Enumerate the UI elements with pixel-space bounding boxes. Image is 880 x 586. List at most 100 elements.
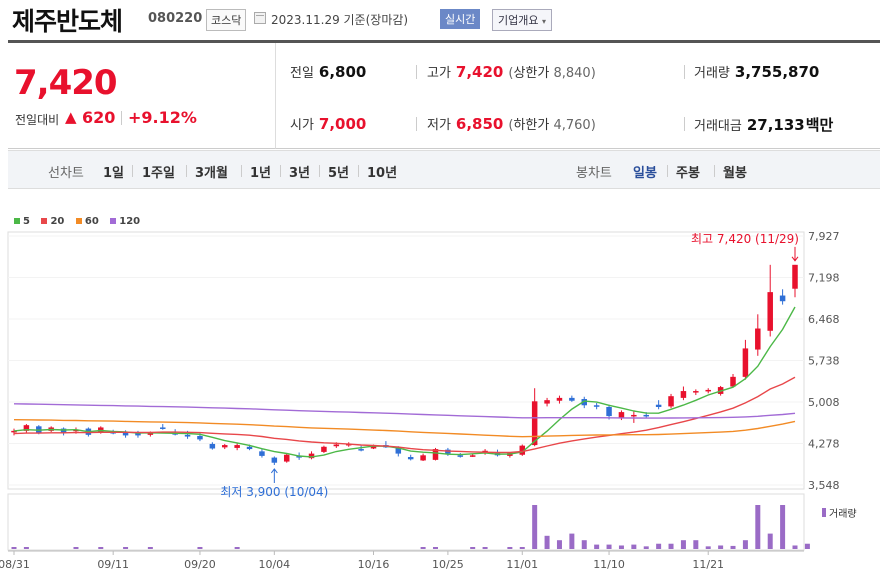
candle-body (755, 328, 761, 350)
candle-body (184, 434, 191, 437)
low-annotation: 최저 3,900 (10/04) (220, 485, 328, 499)
legend-ma5-label: 5 (23, 216, 30, 227)
y-tick-label: 5,008 (808, 396, 840, 409)
candle-body (767, 292, 773, 331)
candle-body (259, 451, 265, 456)
candle-body (234, 445, 240, 448)
stat-open-label: 시가 (290, 118, 314, 133)
volume-bar (532, 505, 538, 549)
legend-swatch (110, 218, 117, 224)
candle-body (308, 453, 315, 459)
candle-body (680, 391, 687, 398)
candle-body (655, 404, 662, 407)
period-3y-button[interactable]: 3년 (289, 166, 311, 181)
candle-body (147, 433, 154, 435)
candle-body (122, 432, 129, 436)
period-10y-button[interactable]: 10년 (367, 166, 398, 181)
volume-bar (755, 505, 761, 549)
stat-high: 고가 7,420 (상한가 8,840) (427, 63, 596, 81)
period-separator (280, 165, 281, 177)
candle-body (779, 295, 786, 302)
volume-bar (643, 546, 649, 549)
candle-body (668, 396, 674, 407)
candle-body (246, 446, 253, 450)
market-badge: 코스닥 (206, 9, 247, 31)
candle-body (544, 400, 550, 404)
legend-ma60: 60 (75, 216, 99, 227)
candle-body (618, 412, 625, 419)
x-tick-label: 08/31 (0, 558, 30, 571)
volume-bar (668, 543, 674, 549)
current-price: 7,420 (14, 63, 118, 103)
volume-bar (507, 547, 513, 549)
period-1y-button[interactable]: 1년 (250, 166, 272, 181)
candle-body (556, 397, 563, 401)
line-chart-label: 선차트 (48, 166, 84, 181)
candle-body (333, 444, 340, 447)
period-separator (132, 165, 133, 177)
legend-swatch (14, 218, 20, 224)
period-5y-button[interactable]: 5년 (328, 166, 350, 181)
candle-body (271, 457, 278, 463)
stat-open-value: 7,000 (318, 115, 367, 133)
stat-open: 시가 7,000 (290, 114, 366, 133)
candle-body (457, 455, 464, 457)
volume-bar (420, 547, 426, 549)
period-1w-button[interactable]: 1주일 (142, 166, 175, 181)
change-label: 전일대비 (15, 113, 60, 127)
change-value: 620 (82, 108, 116, 127)
volume-bar (767, 533, 773, 549)
ma120-line (13, 403, 796, 419)
volume-bar (519, 547, 525, 549)
candle-body (283, 454, 290, 462)
candle-body (358, 449, 364, 451)
volume-bar (123, 547, 129, 549)
period-1d-button[interactable]: 1일 (103, 166, 125, 181)
candle-body (569, 397, 575, 401)
candle-body (469, 455, 476, 457)
x-tick-label: 10/16 (358, 558, 390, 571)
period-separator (186, 165, 187, 177)
stat-amount-label: 거래대금 (694, 119, 742, 134)
candle-body (531, 401, 538, 446)
stat-prev-value: 6,800 (318, 63, 367, 81)
period-3m-button[interactable]: 3개월 (195, 166, 228, 181)
candle-chart-label: 봉차트 (576, 166, 612, 181)
legend-ma120-label: 120 (119, 216, 141, 227)
upper-limit-value: 8,840 (553, 66, 591, 81)
stat-divider (416, 65, 417, 79)
volume-bar (556, 540, 562, 549)
volume-bar (705, 546, 711, 549)
volume-bar (11, 547, 17, 549)
candle-body (643, 414, 649, 417)
change-percent: +9.12% (128, 108, 197, 127)
volume-bar (718, 545, 724, 549)
stock-name: 제주반도체 (12, 7, 123, 36)
lower-limit-label: 하한가 (513, 118, 550, 133)
volume-bar (730, 545, 736, 549)
x-tick-label: 11/01 (506, 558, 538, 571)
period-separator (241, 165, 242, 177)
candle-weekly-button[interactable]: 주봉 (676, 166, 700, 181)
legend-swatch (75, 218, 82, 224)
realtime-button[interactable]: 실시간 (440, 9, 481, 29)
period-separator (714, 165, 715, 177)
volume-bar (631, 544, 637, 549)
calendar-icon (254, 12, 266, 24)
volume-bar (792, 545, 798, 549)
x-tick-label: 11/21 (692, 558, 724, 571)
candle-monthly-button[interactable]: 월봉 (723, 166, 747, 181)
stat-low-value: 6,850 (455, 115, 504, 133)
candle-body (197, 435, 203, 440)
volume-bar (742, 540, 748, 549)
candle-daily-button[interactable]: 일봉 (633, 166, 657, 181)
volume-bar (73, 547, 79, 549)
volume-bar (98, 547, 104, 549)
company-overview-button[interactable]: 기업개요 ▾ (492, 9, 552, 31)
candle-body (60, 428, 67, 434)
price-panel: 7,420 전일대비 ▲ 620 +9.12% (8, 43, 276, 149)
y-tick-label: 3,548 (808, 479, 840, 492)
stat-volume: 거래량 3,755,870 (694, 62, 819, 81)
volume-bar (780, 505, 786, 549)
